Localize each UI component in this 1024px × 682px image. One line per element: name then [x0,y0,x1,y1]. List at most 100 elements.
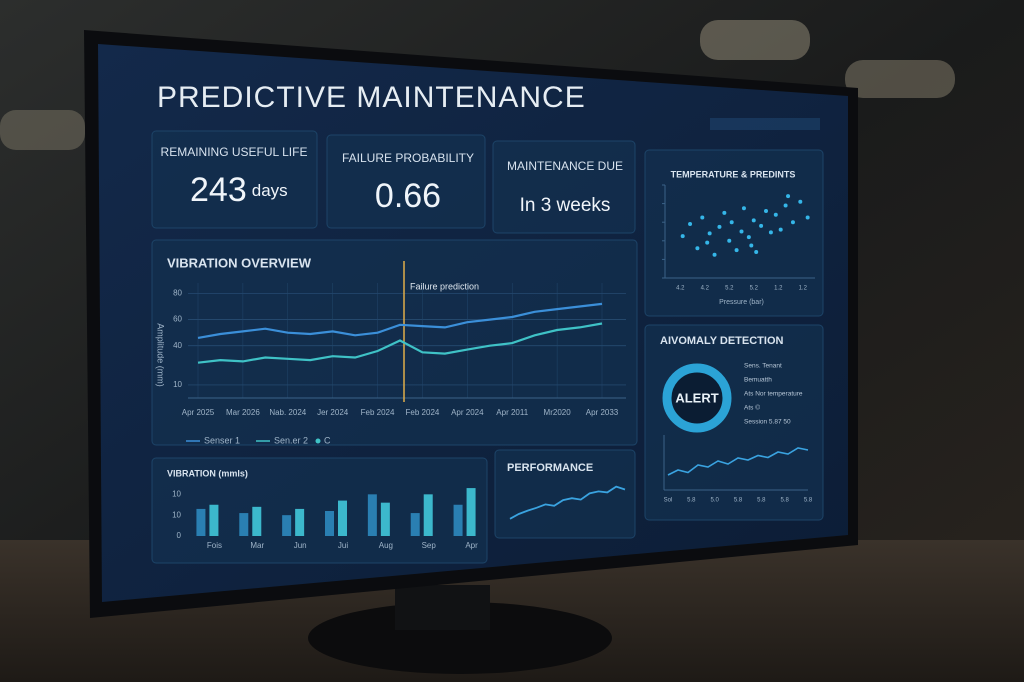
x-tick-label: Fois [207,541,222,550]
detail-text: Session 5.87 50 [744,419,791,426]
x-tick-label: Sol [664,498,673,504]
bar [453,504,463,536]
x-tick-label: 5.8 [687,498,696,504]
legend-label: Senser 1 [204,435,240,445]
y-tick-label: 0 [177,531,182,540]
kpi-label: MAINTENANCE DUE [507,159,623,173]
bar [196,508,206,536]
x-tick-label: Apr [465,541,478,550]
scatter-point [764,209,768,214]
ceiling-light [845,60,955,98]
scatter-point [722,210,727,215]
detail-text: Sens. Tenant [744,363,782,370]
bar [338,500,347,536]
scatter-point [798,199,803,204]
alert-gauge [662,363,732,433]
bar [209,504,219,536]
x-tick-label: 5.8 [757,498,766,504]
scatter-point [778,227,783,232]
x-tick-label: Apr 2025 [182,408,215,417]
x-tick-label: Jui [338,541,348,550]
detail-text: Ats © [744,404,760,412]
annotation: Failure prediction [410,281,479,291]
scatter-point [712,252,717,257]
bar [282,515,292,536]
x-tick-label: Jun [294,541,307,550]
bar [380,502,390,536]
kpi-label: FAILURE PROBABILITY [342,151,474,165]
x-tick-label: Apr 2011 [496,408,528,417]
scatter-point [739,229,744,234]
y-tick-label: 80 [173,289,182,298]
kpi-value: 0.66 [375,177,441,215]
y-tick-label: 40 [173,341,182,350]
panel-title: PERFORMANCE [507,462,593,474]
x-tick-label: Mar 2026 [226,408,260,417]
panel-title: VIBRATION (mmls) [167,468,248,478]
x-tick-label: 1.2 [799,286,808,292]
dashboard-title: PREDICTIVE MAINTENANCE [157,81,586,114]
legend-label: Sen.er 2 [274,435,308,445]
scatter-point [734,248,739,253]
alert-status: ALERT [675,390,718,405]
x-tick-label: Apr 2024 [451,408,484,417]
bar [367,494,377,536]
kpi-value: 243 days [190,171,288,209]
performance-panel [494,449,636,539]
header-bar [710,118,820,130]
bar [410,513,420,536]
panel-title: VIBRATION OVERVIEW [167,255,312,270]
x-tick-label: Nab. 2024 [269,408,306,417]
y-tick-label: 60 [173,315,182,324]
x-tick-label: Jer 2024 [317,408,349,417]
x-tick-label: 5.8 [804,498,813,504]
x-tick-label: Aug [379,541,393,550]
x-tick-label: 5.8 [734,498,743,504]
bar [423,494,433,536]
x-tick-label: 5.8 [780,498,789,504]
kpi-unit: days [252,181,288,200]
x-tick-label: 5.0 [710,498,719,504]
scatter-point [768,230,773,235]
scatter-point [746,235,751,240]
legend-label: C [324,435,331,445]
x-tick-label: Mr2020 [544,408,572,417]
scatter-point [705,240,710,245]
scatter-point [741,206,746,211]
x-tick-label: Sep [422,541,437,550]
scatter-point [727,238,732,243]
line-series [509,485,626,520]
scatter-point [773,212,778,217]
detail-text: Ats Nor temperature [744,391,803,398]
scatter-point [729,220,734,225]
monitor-neck [395,585,490,630]
x-tick-label: Mar [250,541,264,550]
scatter-point [717,224,722,229]
kpi-label: REMAINING USEFUL LIFE [161,145,308,159]
panel-title: AIVOMALY DETECTION [660,335,784,347]
scatter-point [680,234,685,239]
line-series [197,322,603,364]
kpi-number: 243 [190,171,247,209]
scatter-point [695,246,700,251]
bar [295,508,305,536]
line-series [667,447,809,476]
scatter-point [786,194,791,199]
x-tick-label: 4.2 [676,286,685,292]
legend-swatch [315,438,321,444]
scatter-panel [644,149,824,317]
kpi-value: In 3 weeks [520,195,611,216]
scatter-point [754,249,759,254]
scatter-point [783,203,788,208]
bar [466,488,476,536]
scatter-point [688,222,693,227]
detail-text: Bemuatth [744,377,772,384]
x-tick-label: 5.2 [750,286,759,292]
x-tick-label: Feb 2024 [406,408,440,417]
ceiling-light [0,110,85,150]
scatter-point [751,218,756,223]
y-tick-label: 10 [172,489,181,498]
bar [252,506,262,536]
scatter-point [790,220,795,225]
